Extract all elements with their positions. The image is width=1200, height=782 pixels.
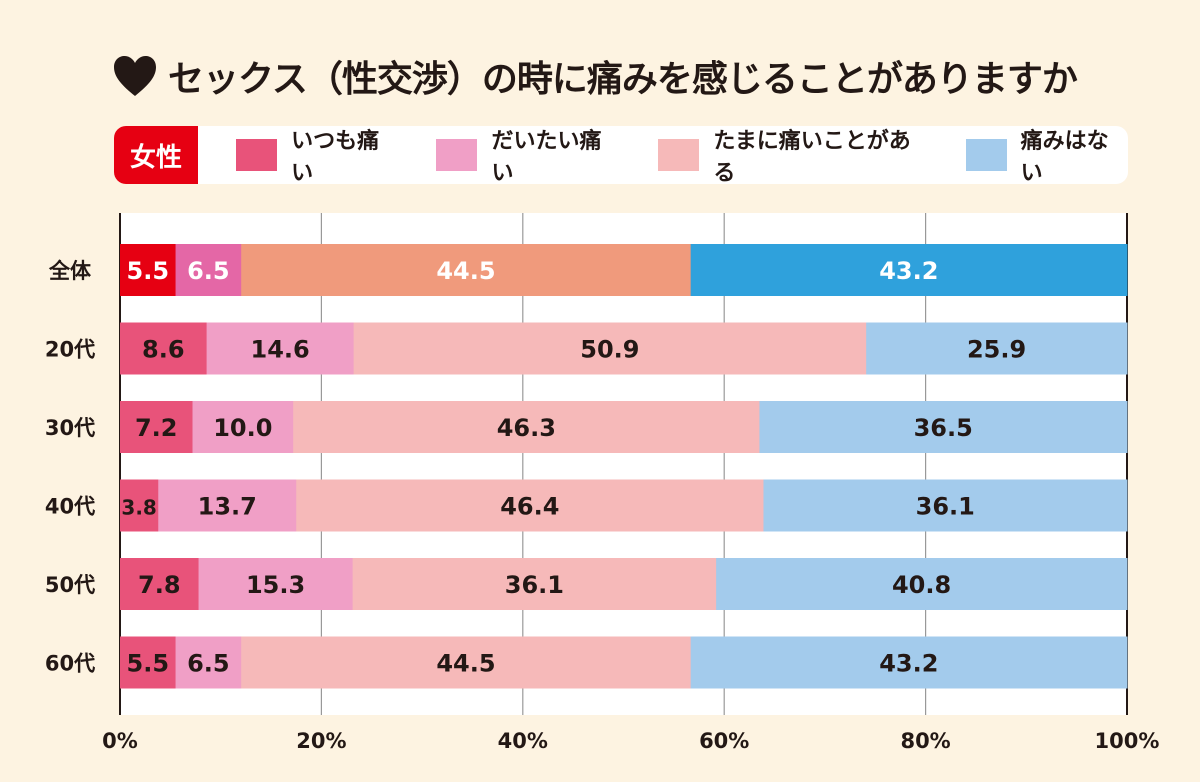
bar-segment [175,244,242,296]
bar-segment [192,401,294,453]
x-tick-label: 0% [102,729,138,753]
legend-item: だいたい痛い [436,123,620,187]
legend-item: 痛みはない [965,123,1128,187]
bar-segment [241,244,692,296]
legend-label: いつも痛い [291,129,380,186]
category-label: 50代 [45,573,95,597]
legend-swatch [236,139,278,171]
legend-swatch [965,139,1007,171]
bar-segment [353,322,867,375]
data-label: 6.5 [187,257,230,285]
legend-label: 痛みはない [1020,129,1109,186]
data-label: 5.5 [127,257,170,285]
bar-segment [175,636,242,689]
x-tick-label: 20% [296,729,346,753]
legend: 女性 いつも痛い だいたい痛い たまに痛いことがある 痛みはない [114,123,1128,187]
chart-title: セックス（性交渉）の時に痛みを感じることがありますか [112,48,1078,104]
data-label: 13.7 [198,493,257,521]
data-label: 44.5 [436,257,495,285]
bar-segment [206,322,355,375]
bar-segment [120,244,177,296]
data-label: 15.3 [246,571,305,599]
data-label: 44.5 [436,650,495,678]
x-tick-label: 60% [699,729,749,753]
data-label: 43.2 [879,650,938,678]
data-label: 36.1 [505,571,564,599]
bar-segment [120,322,208,375]
bar-segment [759,401,1128,453]
category-label: 全体 [48,259,92,283]
x-tick-label: 100% [1095,729,1160,753]
x-tick-label: 40% [498,729,548,753]
bar-segment [296,479,764,532]
data-label: 40.8 [892,571,951,599]
heart-icon [114,56,156,96]
bar-segment [763,479,1128,532]
x-tick-label: 80% [900,729,950,753]
category-label: 30代 [45,416,95,440]
legend-item: たまに痛いことがある [658,123,927,187]
legend-item: いつも痛い [236,123,398,187]
data-label: 43.2 [879,257,938,285]
category-label: 40代 [45,495,95,519]
bar-segment [866,322,1128,375]
bar-segment [120,401,194,453]
data-label: 36.5 [914,414,973,442]
bar-segment [120,558,200,610]
data-label: 25.9 [967,336,1026,364]
bar-segment [120,636,177,689]
data-label: 3.8 [121,496,156,520]
bar-segment [716,558,1128,610]
legend-label: たまに痛いことがある [713,129,911,186]
gender-badge: 女性 [114,126,199,184]
data-label: 46.3 [497,414,556,442]
bar-segment [690,636,1128,689]
bar-segment [120,479,159,532]
data-label: 46.4 [500,493,559,521]
data-label: 8.6 [142,336,185,364]
data-label: 5.5 [127,650,170,678]
category-label: 60代 [45,652,95,676]
bar-segment [690,244,1128,296]
bar-segment [198,558,354,610]
bar-segment [158,479,297,532]
data-label: 50.9 [580,336,639,364]
legend-swatch [658,139,700,171]
category-label: 20代 [45,338,95,362]
bar-segment [293,401,760,453]
bar-segment [241,636,692,689]
legend-label: だいたい痛い [491,129,602,186]
data-label: 10.0 [213,414,272,442]
data-label: 7.8 [138,571,181,599]
bar-segment [352,558,717,610]
plot-area [120,213,1127,715]
data-label: 36.1 [916,493,975,521]
legend-swatch [436,139,478,171]
title-text: セックス（性交渉）の時に痛みを感じることがありますか [168,59,1078,100]
data-label: 6.5 [187,650,230,678]
data-label: 7.2 [135,414,178,442]
data-label: 14.6 [251,336,310,364]
